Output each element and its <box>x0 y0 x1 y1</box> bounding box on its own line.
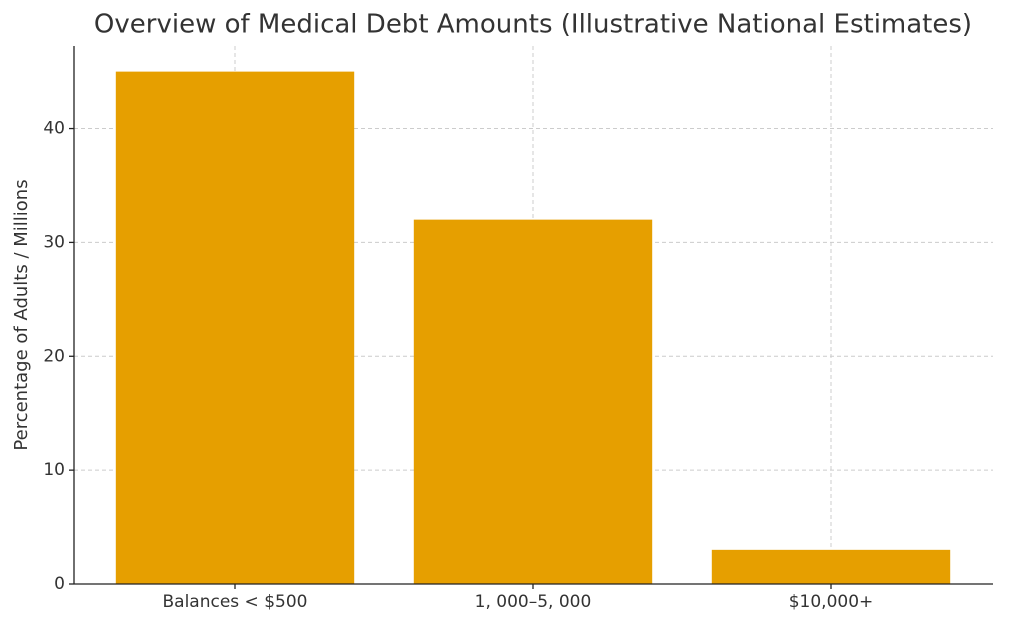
x-tick-label: 1, 000–5, 000 <box>475 592 592 612</box>
x-tick-label: Balances < $500 <box>163 592 308 612</box>
y-tick-label: 10 <box>43 460 65 480</box>
y-tick-label: 20 <box>43 346 65 366</box>
chart-title: Overview of Medical Debt Amounts (Illust… <box>94 10 972 40</box>
bar <box>115 71 355 585</box>
bar <box>413 219 653 585</box>
y-tick-label: 30 <box>43 232 65 252</box>
y-tick-label: 0 <box>54 574 65 594</box>
y-tick-label: 40 <box>43 119 65 139</box>
bar <box>711 549 951 584</box>
y-axis-label: Percentage of Adults / Millions <box>11 179 32 450</box>
x-tick-label: $10,000+ <box>789 592 874 612</box>
